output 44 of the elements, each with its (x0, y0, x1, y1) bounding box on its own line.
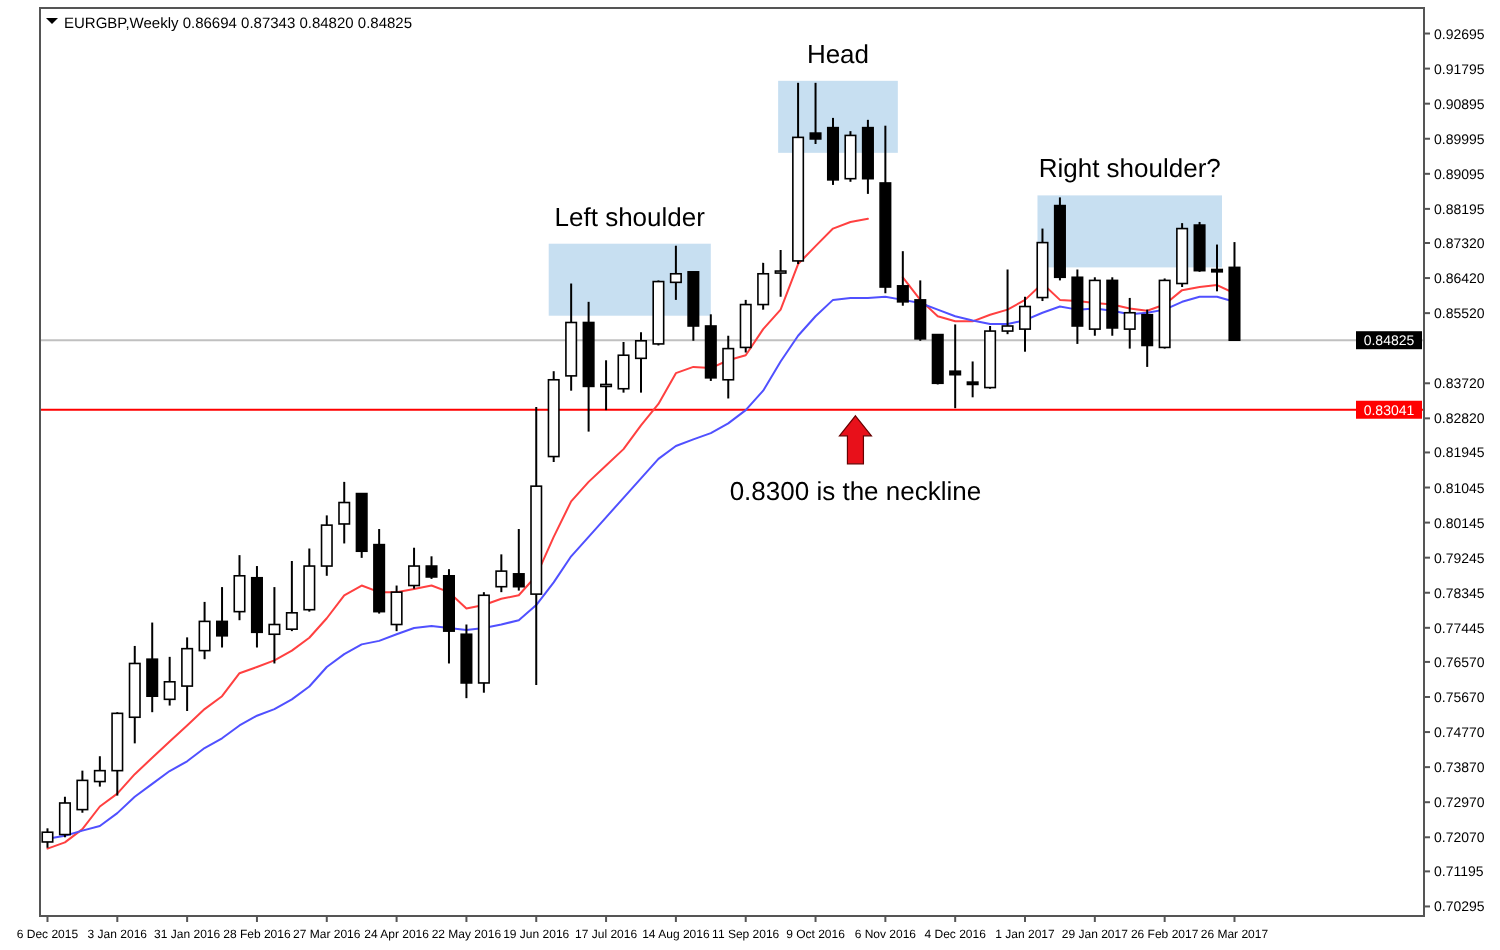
candlestick (163, 655, 176, 707)
candlestick (1193, 220, 1206, 273)
candlestick (338, 480, 351, 545)
candlestick (390, 584, 403, 633)
candlestick (320, 514, 333, 577)
candlestick (669, 244, 682, 301)
candlestick (617, 340, 630, 394)
candlestick (58, 795, 71, 839)
candlestick (285, 559, 298, 633)
candlestick (1123, 296, 1136, 350)
candlestick (198, 600, 211, 661)
candlestick (757, 261, 770, 311)
candlestick (739, 298, 752, 354)
annotation: 0.8300 is the neckline (729, 475, 982, 506)
candlestick (1001, 268, 1014, 336)
candlestick (1106, 276, 1119, 337)
candlestick (809, 81, 822, 146)
band-label: Left shoulder (554, 201, 707, 232)
candlestick (76, 769, 89, 814)
candlestick (41, 827, 54, 849)
candlestick (512, 528, 525, 592)
candlestick (966, 360, 979, 399)
candlestick (1018, 295, 1032, 353)
band-label: Right shoulder? (1038, 153, 1221, 184)
candlestick (634, 331, 648, 394)
candlestick (1141, 308, 1154, 368)
candlestick (303, 547, 316, 613)
candlestick (93, 755, 106, 788)
candlestick (844, 130, 857, 183)
candlestick (181, 636, 194, 713)
candlestick (408, 546, 421, 590)
candlestick (774, 249, 787, 298)
candlestick (268, 586, 281, 665)
band-label: Head (806, 38, 870, 69)
candlestick (425, 555, 438, 580)
candlestick (233, 554, 246, 622)
candlestick (216, 586, 229, 649)
candlestick (495, 553, 508, 594)
candlestick (722, 334, 735, 400)
candlestick (146, 621, 159, 714)
candlestick (1210, 243, 1224, 293)
candlestick (896, 250, 909, 307)
candlestick (949, 323, 962, 410)
candlestick (914, 279, 927, 342)
